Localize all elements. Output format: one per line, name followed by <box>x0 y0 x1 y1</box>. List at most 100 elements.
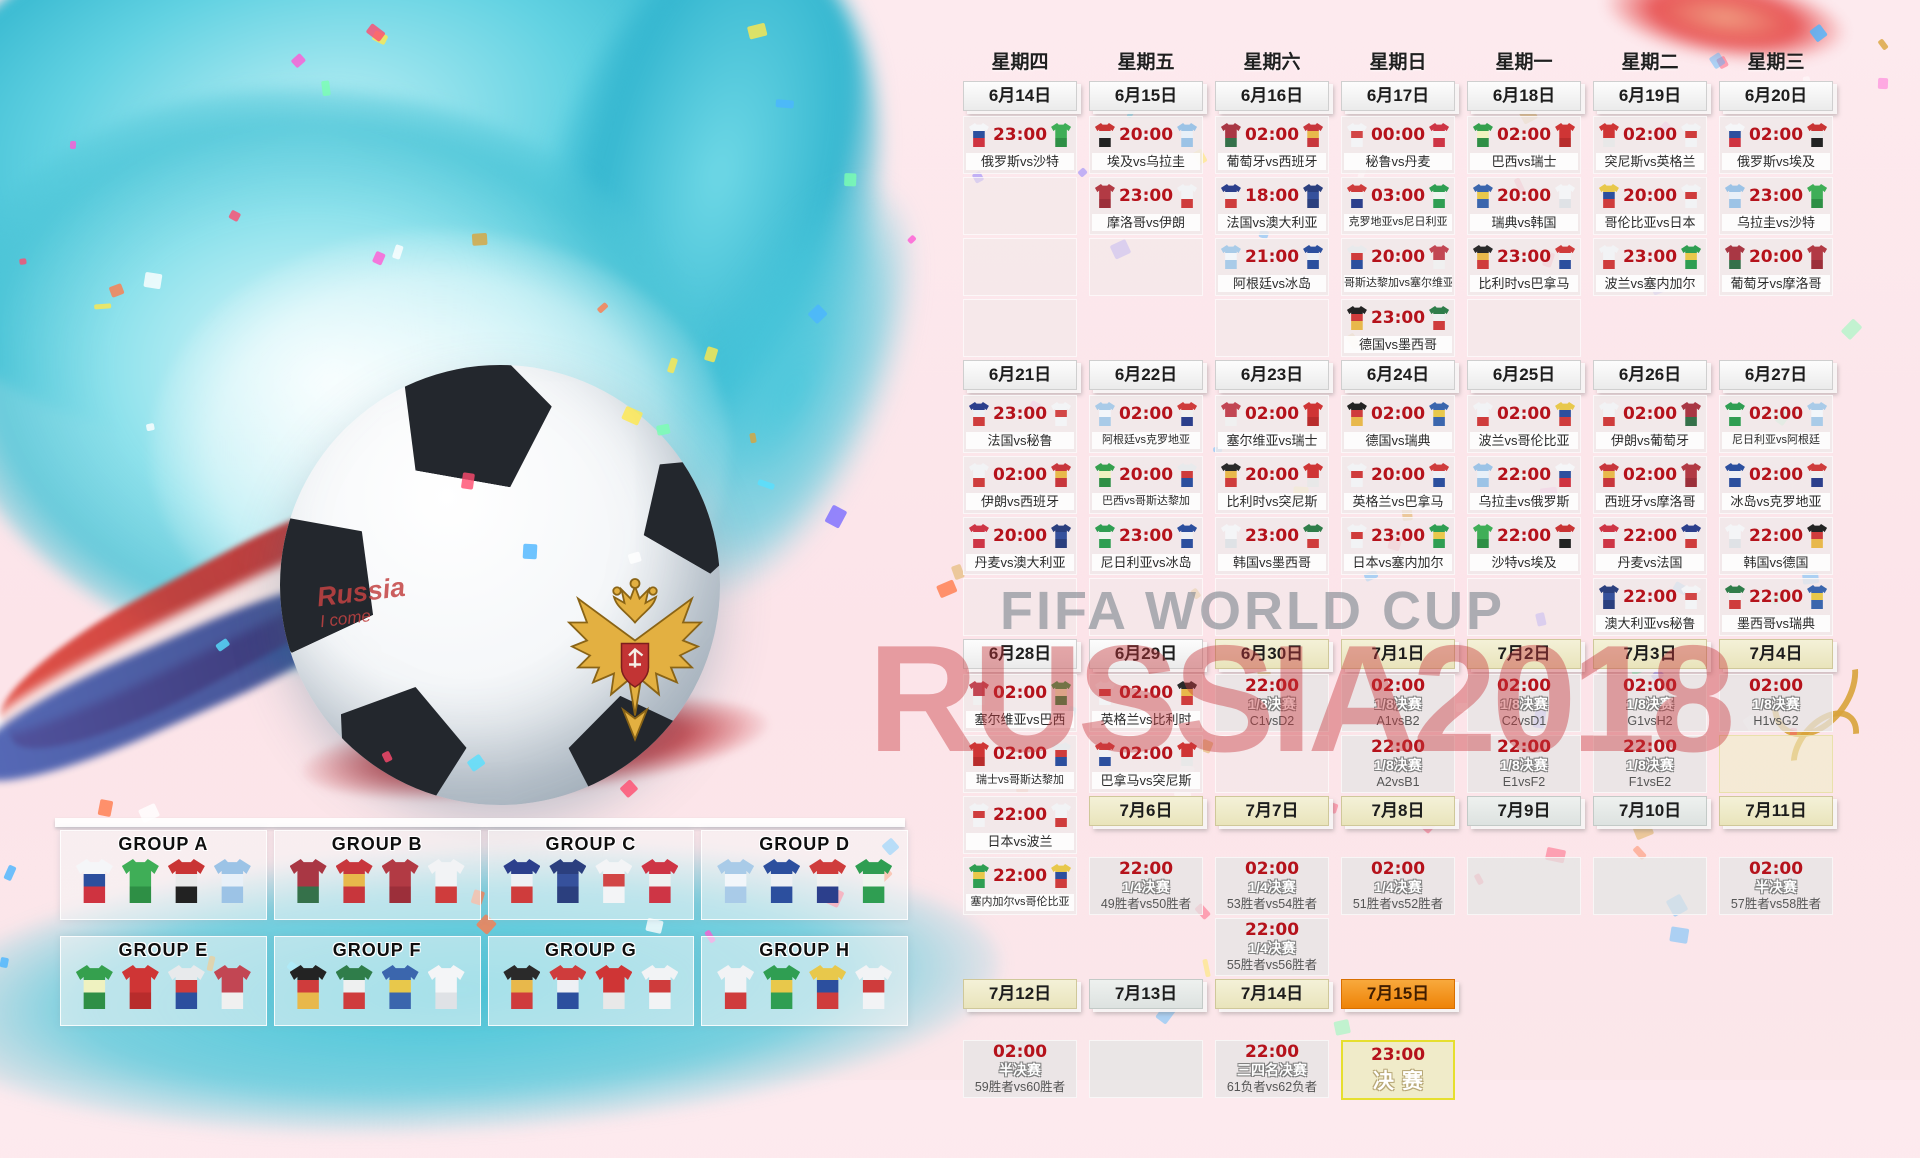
knockout-time: 02:00 <box>1622 676 1678 696</box>
calendar-row: 02:00 塞尔维亚vs巴西 02:00 英格兰vs比利时 22:00 1/8决赛 C1vs… <box>963 674 1837 732</box>
blank-cell <box>1593 1040 1707 1096</box>
blank-cell <box>1341 918 1455 974</box>
knockout-teams: E1vsF2 <box>1502 775 1546 789</box>
match-teams: 葡萄牙vs摩洛哥 <box>1722 275 1830 292</box>
jersey-icon <box>1346 245 1367 269</box>
group-jerseys <box>61 965 266 1009</box>
match-teams: 法国vs秘鲁 <box>966 432 1074 449</box>
match-cell: 02:00 冰岛vs克罗地亚 <box>1719 456 1833 514</box>
knockout-teams: C1vsD2 <box>1249 714 1295 728</box>
match-time: 20:00 <box>1118 465 1174 485</box>
match-top: 20:00 <box>1342 239 1454 275</box>
jersey-icon <box>1303 184 1324 208</box>
jersey-icon <box>1724 245 1745 269</box>
jersey-icon <box>427 859 465 903</box>
match-teams: 波兰vs哥伦比亚 <box>1470 432 1578 449</box>
jersey-icon <box>595 965 633 1009</box>
jersey-icon <box>503 965 541 1009</box>
date-box: 6月21日 <box>963 360 1077 390</box>
match-cell: 02:00 巴西vs瑞士 <box>1467 116 1581 174</box>
calendar-row: 02:00 伊朗vs西班牙 20:00 巴西vs哥斯达黎加 20:00 比利时vs突尼斯 2… <box>963 456 1837 514</box>
jersey-icon <box>1724 123 1745 147</box>
blank-cell <box>1467 1040 1581 1096</box>
jersey-icon <box>549 859 587 903</box>
match-time: 02:00 <box>1118 744 1174 764</box>
match-cell: 00:00 秘鲁vs丹麦 <box>1341 116 1455 174</box>
date-box: 6月29日 <box>1089 639 1203 669</box>
match-top: 20:00 <box>1468 178 1580 214</box>
jersey-icon <box>1724 463 1745 487</box>
jersey-icon <box>855 965 893 1009</box>
jersey-icon <box>381 965 419 1009</box>
jersey-icon <box>968 463 989 487</box>
date-box: 6月18日 <box>1467 81 1581 111</box>
match-cell: 02:00 西班牙vs摩洛哥 <box>1593 456 1707 514</box>
calendar-row: 02:00 半决赛 59胜者vs60胜者 22:00 三四名决赛 61负者vs62负者 23… <box>963 1040 1837 1100</box>
jersey-icon <box>213 965 251 1009</box>
knockout-cell: 02:00 1/4决赛 53胜者vs54胜者 <box>1215 857 1329 915</box>
match-cell: 02:00 尼日利亚vs阿根廷 <box>1719 395 1833 453</box>
jersey-icon <box>1346 123 1367 147</box>
jersey-icon <box>1220 184 1241 208</box>
calendar-row: 23:00 法国vs秘鲁 02:00 阿根廷vs克罗地亚 02:00 塞尔维亚vs瑞士 02… <box>963 395 1837 453</box>
knockout-stage: 1/4决赛 <box>1248 879 1296 895</box>
calendar-row: 02:00 瑞士vs哥斯达黎加 02:00 巴拿马vs突尼斯 22:00 1/8决赛 A2v… <box>963 735 1837 793</box>
knockout-cell: 22:00 1/8决赛 F1vsE2 <box>1593 735 1707 793</box>
blank-cell <box>1593 299 1707 355</box>
match-top: 02:00 <box>964 675 1076 711</box>
knockout-stage: 1/8决赛 <box>1374 757 1422 773</box>
empty-cell <box>1341 578 1455 636</box>
match-top: 02:00 <box>964 457 1076 493</box>
group-title: GROUP F <box>332 940 422 960</box>
match-top: 22:00 <box>964 858 1076 894</box>
group-box: GROUP E <box>60 936 267 1026</box>
jersey-icon <box>1220 245 1241 269</box>
empty-cell <box>963 177 1077 235</box>
jersey-icon <box>1807 463 1828 487</box>
jersey-icon <box>1598 585 1619 609</box>
match-top: 20:00 <box>1090 457 1202 493</box>
knockout-teams: F1vsE2 <box>1628 775 1672 789</box>
match-teams: 伊朗vs西班牙 <box>966 493 1074 510</box>
match-teams: 瑞典vs韩国 <box>1470 214 1578 231</box>
match-cell: 22:00 乌拉圭vs俄罗斯 <box>1467 456 1581 514</box>
date-box: 6月19日 <box>1593 81 1707 111</box>
match-cell: 20:00 比利时vs突尼斯 <box>1215 456 1329 514</box>
match-top: 02:00 <box>1720 117 1832 153</box>
match-cell: 22:00 澳大利亚vs秘鲁 <box>1593 578 1707 636</box>
date-box: 7月1日 <box>1341 639 1455 669</box>
match-cell: 22:00 塞内加尔vs哥伦比亚 <box>963 857 1077 915</box>
match-top: 02:00 <box>964 736 1076 772</box>
match-teams: 巴西vs哥斯达黎加 <box>1092 493 1200 510</box>
weekday-label: 星期四 <box>991 52 1049 73</box>
group-jerseys <box>489 965 694 1009</box>
jersey-icon <box>1094 524 1115 548</box>
date-box: 7月14日 <box>1215 979 1329 1009</box>
calendar-row: 21:00 阿根廷vs冰岛 20:00 哥斯达黎加vs塞尔维亚 23:00 比利时vs巴拿… <box>963 238 1837 296</box>
match-cell: 23:00 摩洛哥vs伊朗 <box>1089 177 1203 235</box>
match-teams: 英格兰vs巴拿马 <box>1344 493 1452 510</box>
knockout-stage: 1/4决赛 <box>1248 940 1296 956</box>
match-time: 02:00 <box>1748 125 1804 145</box>
jersey-icon <box>1598 463 1619 487</box>
match-teams: 丹麦vs澳大利亚 <box>966 554 1074 571</box>
jersey-icon <box>1051 123 1072 147</box>
match-time: 20:00 <box>1118 125 1174 145</box>
match-teams: 塞尔维亚vs瑞士 <box>1218 432 1326 449</box>
match-teams: 波兰vs塞内加尔 <box>1596 275 1704 292</box>
jersey-icon <box>1051 524 1072 548</box>
jersey-icon <box>121 859 159 903</box>
match-time: 03:00 <box>1370 186 1426 206</box>
knockout-time: 22:00 <box>1244 676 1300 696</box>
knockout-teams: 53胜者vs54胜者 <box>1226 897 1318 911</box>
jersey-icon <box>1177 463 1198 487</box>
match-time: 23:00 <box>992 404 1048 424</box>
match-top: 21:00 <box>1216 239 1328 275</box>
date-box: 7月4日 <box>1719 639 1833 669</box>
knockout-teams: G1vsH2 <box>1627 714 1673 728</box>
match-top: 20:00 <box>1720 239 1832 275</box>
date-box: 6月20日 <box>1719 81 1833 111</box>
jersey-icon <box>1807 184 1828 208</box>
match-time: 23:00 <box>992 125 1048 145</box>
date-box: 7月13日 <box>1089 979 1203 1009</box>
